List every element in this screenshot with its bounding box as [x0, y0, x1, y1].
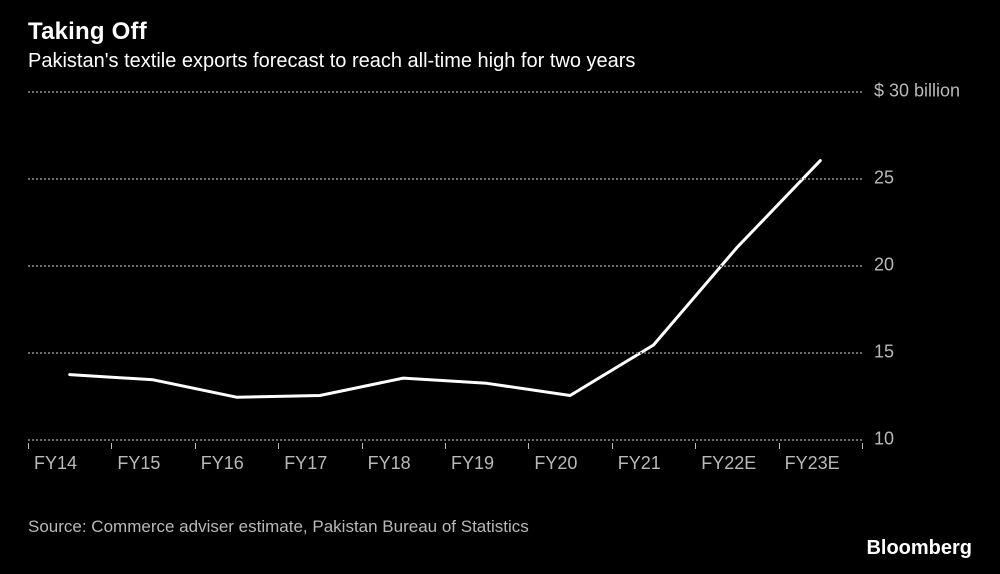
grid-line: [28, 91, 862, 93]
x-axis-label: FY14: [34, 453, 77, 474]
grid-line: [28, 178, 862, 180]
x-axis-label: FY19: [451, 453, 494, 474]
chart-title: Taking Off: [28, 18, 972, 46]
x-tick: [28, 443, 29, 449]
x-tick: [862, 443, 863, 449]
y-axis-label: 10: [874, 429, 894, 450]
x-axis-label: FY15: [117, 453, 160, 474]
y-axis-label: 20: [874, 255, 894, 276]
grid-line: [28, 352, 862, 354]
x-tick: [695, 443, 696, 449]
chart-subtitle: Pakistan's textile exports forecast to r…: [28, 50, 972, 73]
y-axis-label: 25: [874, 168, 894, 189]
source-text: Source: Commerce adviser estimate, Pakis…: [28, 517, 972, 537]
x-axis: FY14 FY15 FY16 FY17 FY18 FY19 FY20 FY21 FY22E FY2…: [28, 443, 862, 483]
x-tick: [278, 443, 279, 449]
x-tick: [612, 443, 613, 449]
x-axis-label: FY18: [368, 453, 411, 474]
x-axis-label: FY20: [534, 453, 577, 474]
x-tick: [195, 443, 196, 449]
x-axis-label: FY22E: [701, 453, 756, 474]
x-tick: [528, 443, 529, 449]
x-axis-label: FY17: [284, 453, 327, 474]
x-tick: [445, 443, 446, 449]
x-axis-label: FY23E: [785, 453, 840, 474]
grid-line: [28, 265, 862, 267]
grid-line: [28, 439, 862, 441]
x-axis-label: FY16: [201, 453, 244, 474]
brand-logo: Bloomberg: [866, 537, 972, 560]
x-tick: [779, 443, 780, 449]
plot-area: 10152025$ 30 billion: [28, 91, 862, 439]
y-axis-label: 15: [874, 342, 894, 363]
chart-container: Taking Off Pakistan's textile exports fo…: [0, 0, 1000, 574]
x-tick: [362, 443, 363, 449]
x-axis-label: FY21: [618, 453, 661, 474]
plot-wrap: 10152025$ 30 billion FY14FY15FY16FY17FY1…: [28, 91, 972, 483]
y-axis-label: $ 30 billion: [874, 81, 960, 102]
x-tick: [111, 443, 112, 449]
